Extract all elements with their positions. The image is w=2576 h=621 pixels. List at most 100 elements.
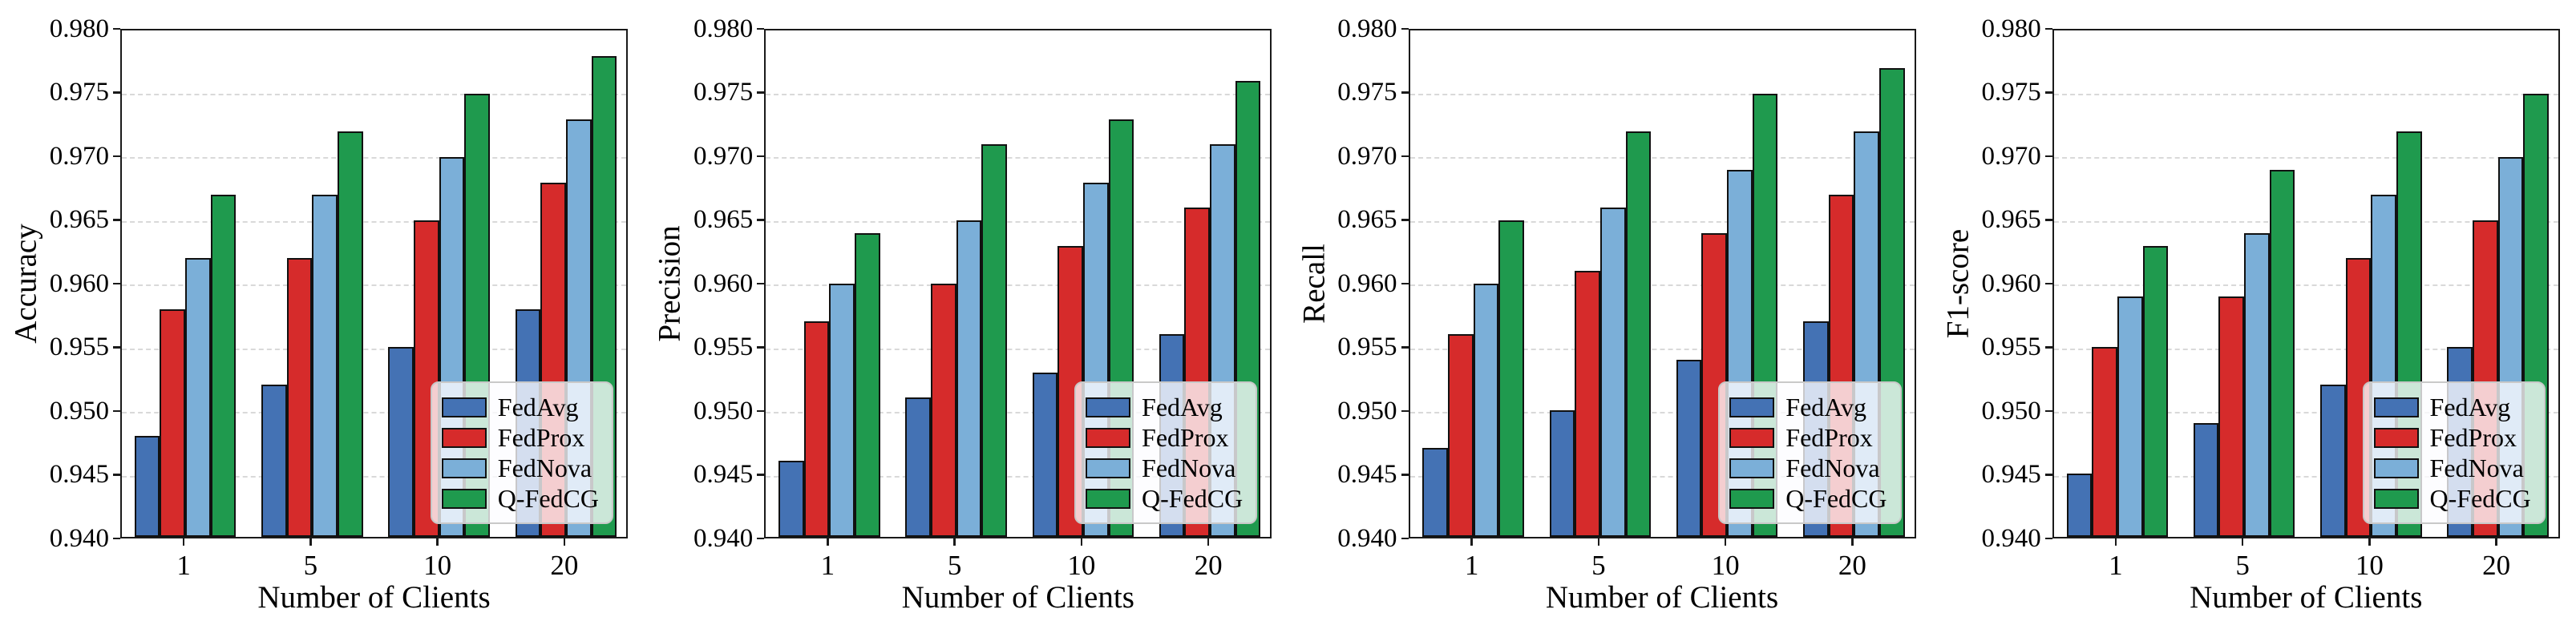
legend-label: Q-FedCG bbox=[497, 484, 599, 513]
plot-area: FedAvg FedProx FedNova Q-FedCG bbox=[1408, 29, 1916, 538]
legend-label: Q-FedCG bbox=[1785, 484, 1887, 513]
x-tick-label: 10 bbox=[1711, 550, 1740, 581]
bar-fednova-clients-5 bbox=[2244, 232, 2270, 537]
legend-label: FedNova bbox=[2429, 454, 2524, 482]
y-tick-label: 0.975 bbox=[1981, 78, 2041, 107]
y-tick-mark bbox=[2044, 346, 2052, 349]
y-gridline bbox=[1409, 93, 1915, 95]
y-gridline bbox=[122, 284, 626, 286]
y-tick-mark bbox=[1401, 346, 1409, 349]
y-tick-label: 0.975 bbox=[49, 78, 109, 107]
x-axis-label: Number of Clients bbox=[901, 580, 1134, 615]
y-gridline bbox=[2053, 157, 2558, 159]
y-gridline bbox=[2053, 220, 2558, 223]
legend: FedAvg FedProx FedNova Q-FedCG bbox=[1718, 381, 1902, 524]
y-tick-label: 0.955 bbox=[49, 333, 109, 361]
x-tick-mark bbox=[2495, 538, 2497, 546]
plot-area: FedAvg FedProx FedNova Q-FedCG bbox=[764, 29, 1272, 538]
x-tick-mark bbox=[436, 538, 439, 546]
legend-item-fedprox: FedProx bbox=[2373, 424, 2531, 451]
bar-q-fedcg-clients-5 bbox=[338, 131, 363, 537]
y-tick-label: 0.960 bbox=[1337, 268, 1397, 298]
y-tick-label: 0.975 bbox=[694, 78, 754, 107]
fednova-swatch-icon bbox=[441, 458, 487, 478]
y-gridline bbox=[766, 93, 1271, 95]
bar-fedavg-clients-5 bbox=[2193, 422, 2219, 537]
x-tick-mark bbox=[2114, 538, 2117, 546]
fednova-swatch-icon bbox=[1729, 458, 1775, 478]
x-tick-label: 10 bbox=[2355, 550, 2384, 581]
y-tick-mark bbox=[113, 91, 120, 94]
y-tick-mark bbox=[1401, 282, 1409, 285]
bar-group-clients-1 bbox=[122, 30, 249, 537]
y-tick-label: 0.965 bbox=[1981, 205, 2041, 234]
x-axis-label: Number of Clients bbox=[1545, 580, 1779, 615]
bar-group-clients-5 bbox=[1537, 30, 1664, 537]
bar-q-fedcg-clients-1 bbox=[2142, 245, 2169, 537]
y-gridline bbox=[766, 348, 1271, 350]
y-gridline bbox=[766, 412, 1271, 413]
y-gridline bbox=[2053, 412, 2558, 413]
y-tick-label: 0.965 bbox=[694, 205, 754, 234]
legend-label: FedProx bbox=[497, 423, 585, 452]
y-tick-mark bbox=[757, 27, 765, 30]
y-tick-mark bbox=[2044, 27, 2052, 30]
y-gridline bbox=[1409, 348, 1915, 350]
y-gridline bbox=[122, 475, 626, 478]
legend-item-q-fedcg: Q-FedCG bbox=[2373, 485, 2531, 512]
bar-fedavg-clients-1 bbox=[134, 435, 160, 537]
fedavg-swatch-icon bbox=[2373, 397, 2419, 417]
bar-fedprox-clients-1 bbox=[1447, 334, 1474, 537]
legend-item-fedavg: FedAvg bbox=[1729, 393, 1887, 421]
bar-fedprox-clients-5 bbox=[930, 284, 956, 537]
y-tick-label: 0.960 bbox=[1981, 268, 2041, 298]
y-tick-mark bbox=[1401, 537, 1409, 540]
y-gridline bbox=[1409, 220, 1915, 223]
y-tick-label: 0.960 bbox=[49, 268, 109, 298]
y-tick-mark bbox=[757, 282, 765, 285]
y-gridline bbox=[122, 220, 626, 223]
y-tick-label: 0.955 bbox=[694, 333, 754, 361]
legend-item-fednova: FedNova bbox=[441, 454, 599, 482]
x-tick-label: 5 bbox=[303, 550, 318, 581]
legend-item-q-fedcg: Q-FedCG bbox=[441, 484, 599, 513]
legend-item-fednova: FedNova bbox=[2373, 454, 2531, 482]
legend-item-fedprox: FedProx bbox=[441, 423, 599, 452]
x-tick-label: 20 bbox=[550, 550, 579, 581]
x-tick-mark bbox=[309, 538, 312, 546]
y-tick-mark bbox=[113, 27, 120, 30]
legend-label: FedProx bbox=[1785, 423, 1873, 452]
y-tick-label: 0.945 bbox=[1337, 460, 1397, 489]
y-tick-mark bbox=[2044, 409, 2052, 413]
bar-fednova-clients-1 bbox=[829, 284, 855, 537]
y-tick-label: 0.970 bbox=[1337, 141, 1397, 171]
x-tick-label: 10 bbox=[423, 550, 452, 581]
y-gridline bbox=[1409, 157, 1915, 159]
y-tick-mark bbox=[113, 282, 120, 285]
bar-q-fedcg-clients-1 bbox=[855, 232, 880, 537]
plot-area: FedAvg FedProx FedNova Q-FedCG bbox=[120, 29, 628, 538]
y-tick-mark bbox=[2044, 91, 2052, 94]
x-tick-mark bbox=[1080, 538, 1083, 546]
y-tick-mark bbox=[2044, 155, 2052, 158]
legend-item-q-fedcg: Q-FedCG bbox=[1729, 485, 1887, 512]
y-tick-mark bbox=[1401, 219, 1409, 221]
bar-fedprox-clients-5 bbox=[2218, 296, 2245, 537]
legend-label: FedProx bbox=[1142, 423, 1229, 452]
y-gridline bbox=[2053, 93, 2558, 95]
y-tick-mark bbox=[757, 219, 765, 221]
x-tick-label: 20 bbox=[1838, 550, 1866, 581]
chart-panel-accuracy: Accuracy FedAvg FedProx FedNova Q-FedCG 0.940… bbox=[0, 0, 644, 621]
y-gridline bbox=[2053, 475, 2558, 478]
bar-group-clients-1 bbox=[766, 30, 892, 537]
fedavg-swatch-icon bbox=[1086, 397, 1131, 417]
y-tick-mark bbox=[757, 409, 765, 413]
y-tick-mark bbox=[113, 346, 120, 349]
x-axis-label: Number of Clients bbox=[257, 580, 491, 615]
bar-fedprox-clients-5 bbox=[1575, 271, 1600, 537]
legend-item-fednova: FedNova bbox=[1086, 454, 1243, 482]
chart-panel-recall: Recall FedAvg FedProx FedNova Q-FedCG 0.940 0.… bbox=[1288, 0, 1932, 621]
x-tick-label: 5 bbox=[2235, 550, 2250, 581]
legend: FedAvg FedProx FedNova Q-FedCG bbox=[430, 381, 613, 524]
